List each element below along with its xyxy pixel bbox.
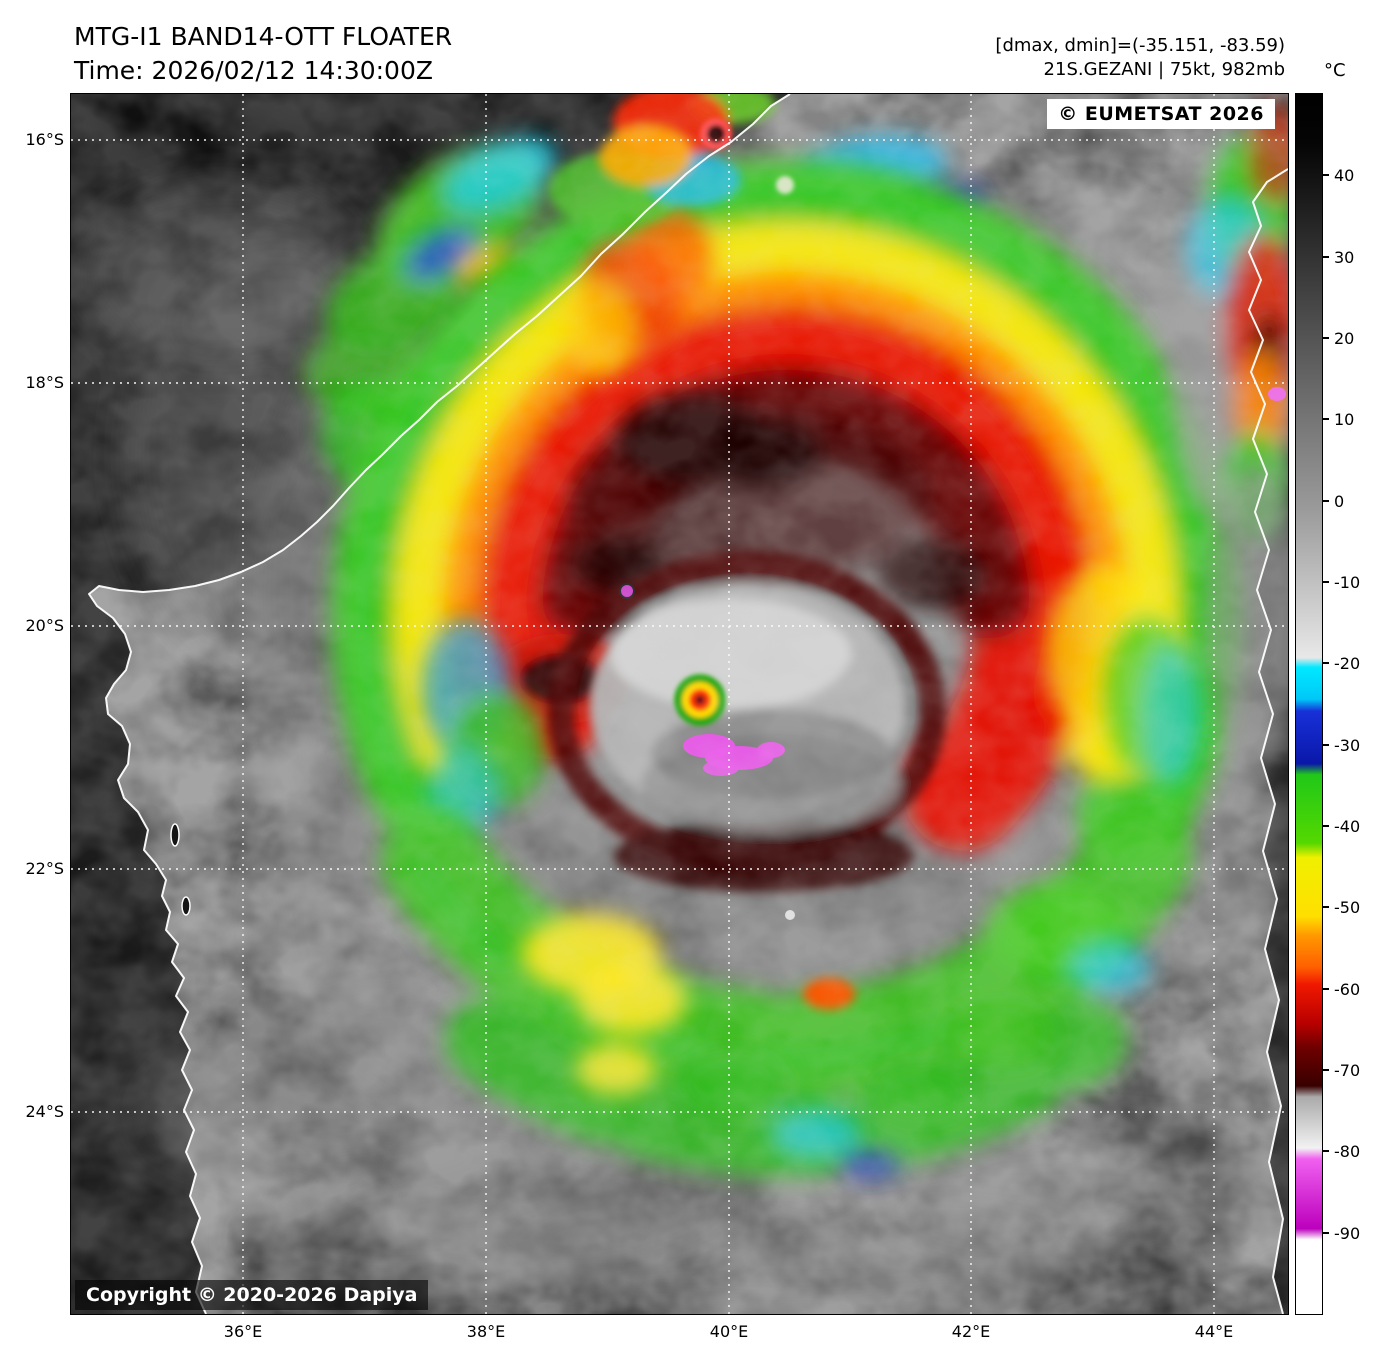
colorbar-tick-mark xyxy=(1322,1150,1329,1152)
colorbar-tick-mark xyxy=(1322,581,1329,583)
dmax-dmin-annotation: [dmax, dmin]=(-35.151, -83.59) xyxy=(995,35,1285,56)
colorbar-tick-mark xyxy=(1322,418,1329,420)
colorbar-tick-mark xyxy=(1322,662,1329,664)
colorbar xyxy=(1295,93,1323,1315)
annotation-block: [dmax, dmin]=(-35.151, -83.59) 21S.GEZAN… xyxy=(995,34,1285,82)
colorbar-unit-label: °C xyxy=(1324,60,1346,81)
colorbar-tick: 40 xyxy=(1322,165,1354,185)
colorbar-tick: 20 xyxy=(1322,328,1354,348)
storm-annotation: 21S.GEZANI | 75kt, 982mb xyxy=(1043,59,1285,80)
satellite-map: © EUMETSAT 2026 Copyright © 2020-2026 Da… xyxy=(70,93,1289,1315)
lon-tick-42e: 42°E xyxy=(951,1322,991,1341)
grain-overlay xyxy=(71,94,1288,1314)
colorbar-tick-label: -10 xyxy=(1334,572,1361,592)
colorbar-tick-label: -90 xyxy=(1334,1223,1361,1243)
colorbar-tick: -80 xyxy=(1322,1141,1360,1161)
colorbar-tick: -40 xyxy=(1322,816,1360,836)
colorbar-tick-mark xyxy=(1322,744,1329,746)
lon-tick-40e: 40°E xyxy=(709,1322,749,1341)
colorbar-tick: 10 xyxy=(1322,409,1354,429)
colorbar-tick-label: -30 xyxy=(1334,735,1361,755)
colorbar-tick: -30 xyxy=(1322,735,1360,755)
colorbar-tick-mark xyxy=(1322,1232,1329,1234)
lon-tick-38e: 38°E xyxy=(466,1322,506,1341)
colorbar-tick-label: -70 xyxy=(1334,1060,1361,1080)
colorbar-tick-label: -20 xyxy=(1334,653,1361,673)
colorbar-tick: 30 xyxy=(1322,247,1354,267)
image-time: Time: 2026/02/12 14:30:00Z xyxy=(74,56,433,85)
colorbar-tick-mark xyxy=(1322,825,1329,827)
colorbar-tick-label: 30 xyxy=(1334,247,1355,267)
colorbar-tick-label: 40 xyxy=(1334,165,1355,185)
colorbar-tick-mark xyxy=(1322,500,1329,502)
copyright-badge: Copyright © 2020-2026 Dapiya xyxy=(75,1280,429,1310)
colorbar-tick-mark xyxy=(1322,906,1329,908)
colorbar-tick: -20 xyxy=(1322,653,1360,673)
colorbar-tick-mark xyxy=(1322,174,1329,176)
colorbar-tick: -10 xyxy=(1322,572,1360,592)
lat-tick-22s: 22°S xyxy=(25,859,64,878)
colorbar-tick-label: -60 xyxy=(1334,979,1361,999)
colorbar-tick-label: 20 xyxy=(1334,328,1355,348)
colorbar-tick: -90 xyxy=(1322,1223,1360,1243)
satellite-image xyxy=(71,94,1288,1314)
colorbar-tick-mark xyxy=(1322,988,1329,990)
lat-tick-24s: 24°S xyxy=(25,1102,64,1121)
lon-tick-36e: 36°E xyxy=(223,1322,263,1341)
colorbar-tick-label: -80 xyxy=(1334,1141,1361,1161)
colorbar-tick-mark xyxy=(1322,1069,1329,1071)
grid-lines xyxy=(71,94,1288,1314)
lon-tick-44e: 44°E xyxy=(1194,1322,1234,1341)
coastline-madagascar xyxy=(1248,168,1288,1314)
colorbar-tick-label: 10 xyxy=(1334,409,1355,429)
colorbar-tick-mark xyxy=(1322,337,1329,339)
product-title: MTG-I1 BAND14-OTT FLOATER xyxy=(74,22,453,51)
title-block: MTG-I1 BAND14-OTT FLOATER Time: 2026/02/… xyxy=(74,20,452,88)
colorbar-tick-mark xyxy=(1322,256,1329,258)
lat-tick-18s: 18°S xyxy=(25,373,64,392)
colorbar-tick-label: 0 xyxy=(1334,491,1345,511)
lat-tick-20s: 20°S xyxy=(25,616,64,635)
colorbar-tick: 0 xyxy=(1322,491,1344,511)
colorbar-tick-label: -40 xyxy=(1334,816,1361,836)
colorbar-tick: -60 xyxy=(1322,979,1360,999)
eumetsat-badge: © EUMETSAT 2026 xyxy=(1047,99,1275,129)
coastline-africa xyxy=(88,94,791,1314)
colorbar-tick: -70 xyxy=(1322,1060,1360,1080)
colorbar-tick: -50 xyxy=(1322,897,1360,917)
colorbar-tick-label: -50 xyxy=(1334,897,1361,917)
coastal-islands xyxy=(170,823,191,916)
lat-tick-16s: 16°S xyxy=(25,130,64,149)
